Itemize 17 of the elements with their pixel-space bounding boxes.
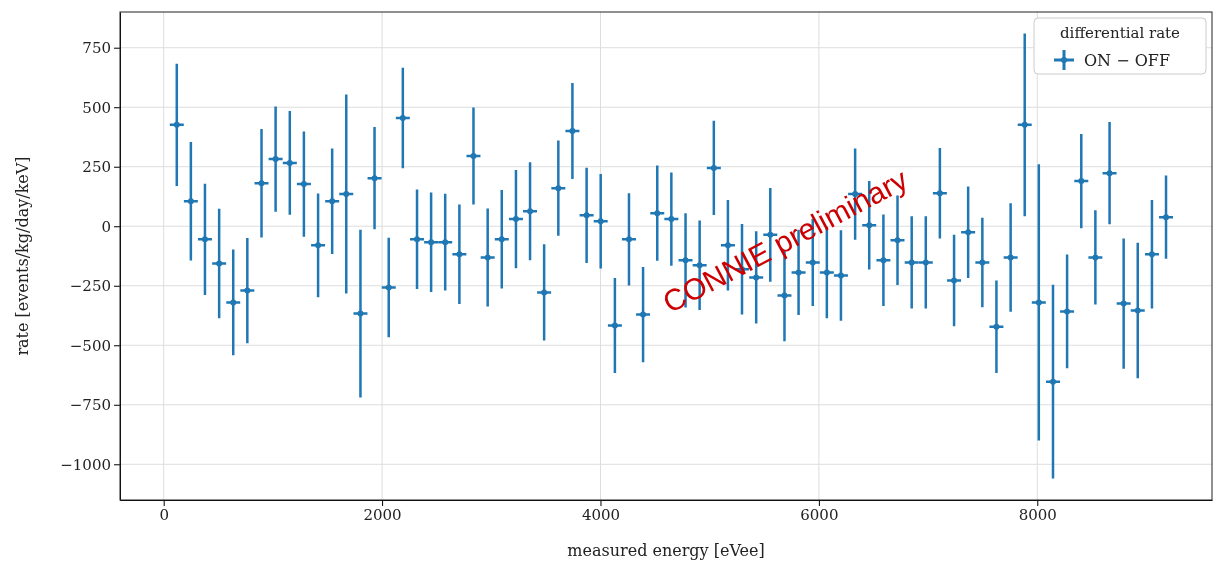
- y-tick-label: 0: [101, 217, 111, 236]
- y-tick-label: −1000: [60, 455, 111, 474]
- y-tick-label: 250: [82, 158, 111, 177]
- x-tick-label: 0: [159, 505, 169, 524]
- y-tick-label: 750: [82, 39, 111, 58]
- legend-label: ON − OFF: [1084, 51, 1171, 70]
- y-tick-label: −750: [69, 396, 111, 415]
- y-tick-label: 500: [82, 98, 111, 117]
- x-tick-label: 6000: [800, 505, 839, 524]
- x-tick-label: 8000: [1018, 505, 1057, 524]
- x-tick-label: 2000: [363, 505, 402, 524]
- y-axis-title: rate [events/kg/day/keV]: [13, 156, 32, 356]
- y-tick-label: −500: [69, 336, 111, 355]
- x-tick-label: 4000: [581, 505, 621, 524]
- x-axis-title: measured energy [eVee]: [567, 541, 765, 560]
- y-tick-label: −250: [69, 277, 111, 296]
- legend-title: differential rate: [1060, 24, 1181, 42]
